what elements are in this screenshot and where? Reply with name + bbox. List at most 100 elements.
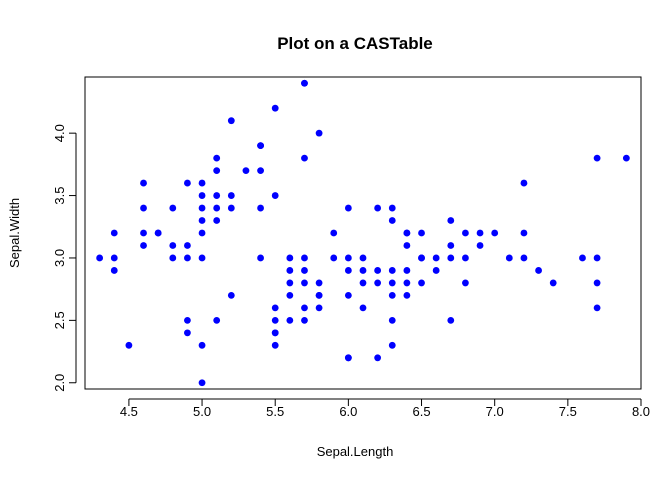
data-points [96, 80, 630, 386]
data-point [345, 205, 352, 212]
data-point [169, 242, 176, 249]
data-point [550, 280, 557, 287]
data-point [374, 267, 381, 274]
data-point [213, 205, 220, 212]
data-point [594, 280, 601, 287]
data-point [199, 342, 206, 349]
data-point [316, 304, 323, 311]
data-point [330, 230, 337, 237]
data-point [521, 180, 528, 187]
data-point [403, 242, 410, 249]
data-point [286, 255, 293, 262]
y-axis-label: Sepal.Width [7, 198, 22, 268]
data-point [140, 180, 147, 187]
data-point [374, 205, 381, 212]
data-point [389, 217, 396, 224]
data-point [213, 317, 220, 324]
data-point [301, 280, 308, 287]
data-point [184, 242, 191, 249]
data-point [345, 292, 352, 299]
data-point [594, 155, 601, 162]
data-point [213, 155, 220, 162]
data-point [213, 217, 220, 224]
data-point [301, 155, 308, 162]
data-point [169, 205, 176, 212]
data-point [433, 255, 440, 262]
data-point [403, 230, 410, 237]
data-point [199, 205, 206, 212]
data-point [579, 255, 586, 262]
data-point [199, 230, 206, 237]
data-point [521, 255, 528, 262]
data-point [140, 230, 147, 237]
data-point [360, 304, 367, 311]
data-point [345, 354, 352, 361]
data-point [169, 255, 176, 262]
x-tick-label: 5.5 [266, 404, 284, 419]
data-point [301, 255, 308, 262]
data-point [389, 267, 396, 274]
data-point [374, 354, 381, 361]
data-point [447, 255, 454, 262]
data-point [389, 205, 396, 212]
data-point [140, 242, 147, 249]
y-tick-label: 3.0 [52, 249, 67, 267]
data-point [316, 280, 323, 287]
data-point [403, 280, 410, 287]
data-point [623, 155, 630, 162]
x-axis-label: Sepal.Length [317, 444, 394, 459]
x-tick-label: 7.5 [559, 404, 577, 419]
data-point [418, 230, 425, 237]
data-point [272, 329, 279, 336]
data-point [199, 379, 206, 386]
data-point [199, 217, 206, 224]
chart-title: Plot on a CASTable [277, 34, 433, 53]
data-point [111, 255, 118, 262]
data-point [316, 292, 323, 299]
data-point [213, 167, 220, 174]
data-point [345, 267, 352, 274]
data-point [594, 255, 601, 262]
data-point [272, 192, 279, 199]
data-point [111, 230, 118, 237]
data-point [535, 267, 542, 274]
y-tick-label: 2.5 [52, 311, 67, 329]
data-point [506, 255, 513, 262]
data-point [360, 255, 367, 262]
data-point [228, 117, 235, 124]
data-point [301, 80, 308, 87]
plot-frame [85, 77, 641, 389]
data-point [125, 342, 132, 349]
data-point [272, 304, 279, 311]
data-point [286, 280, 293, 287]
y-axis: 2.0 2.5 3.0 3.5 4.0 [52, 124, 76, 392]
data-point [155, 230, 162, 237]
data-point [257, 167, 264, 174]
data-point [199, 255, 206, 262]
data-point [374, 280, 381, 287]
data-point [184, 255, 191, 262]
x-tick-label: 5.0 [193, 404, 211, 419]
data-point [418, 255, 425, 262]
data-point [213, 192, 220, 199]
data-point [360, 280, 367, 287]
data-point [184, 317, 191, 324]
data-point [301, 267, 308, 274]
data-point [403, 267, 410, 274]
x-tick-label: 4.5 [120, 404, 138, 419]
data-point [477, 242, 484, 249]
data-point [257, 255, 264, 262]
data-point [491, 230, 498, 237]
data-point [140, 205, 147, 212]
data-point [228, 192, 235, 199]
data-point [228, 292, 235, 299]
data-point [184, 180, 191, 187]
data-point [272, 317, 279, 324]
data-point [462, 280, 469, 287]
data-point [447, 217, 454, 224]
data-point [403, 292, 410, 299]
data-point [301, 317, 308, 324]
x-tick-label: 6.5 [412, 404, 430, 419]
data-point [228, 205, 235, 212]
